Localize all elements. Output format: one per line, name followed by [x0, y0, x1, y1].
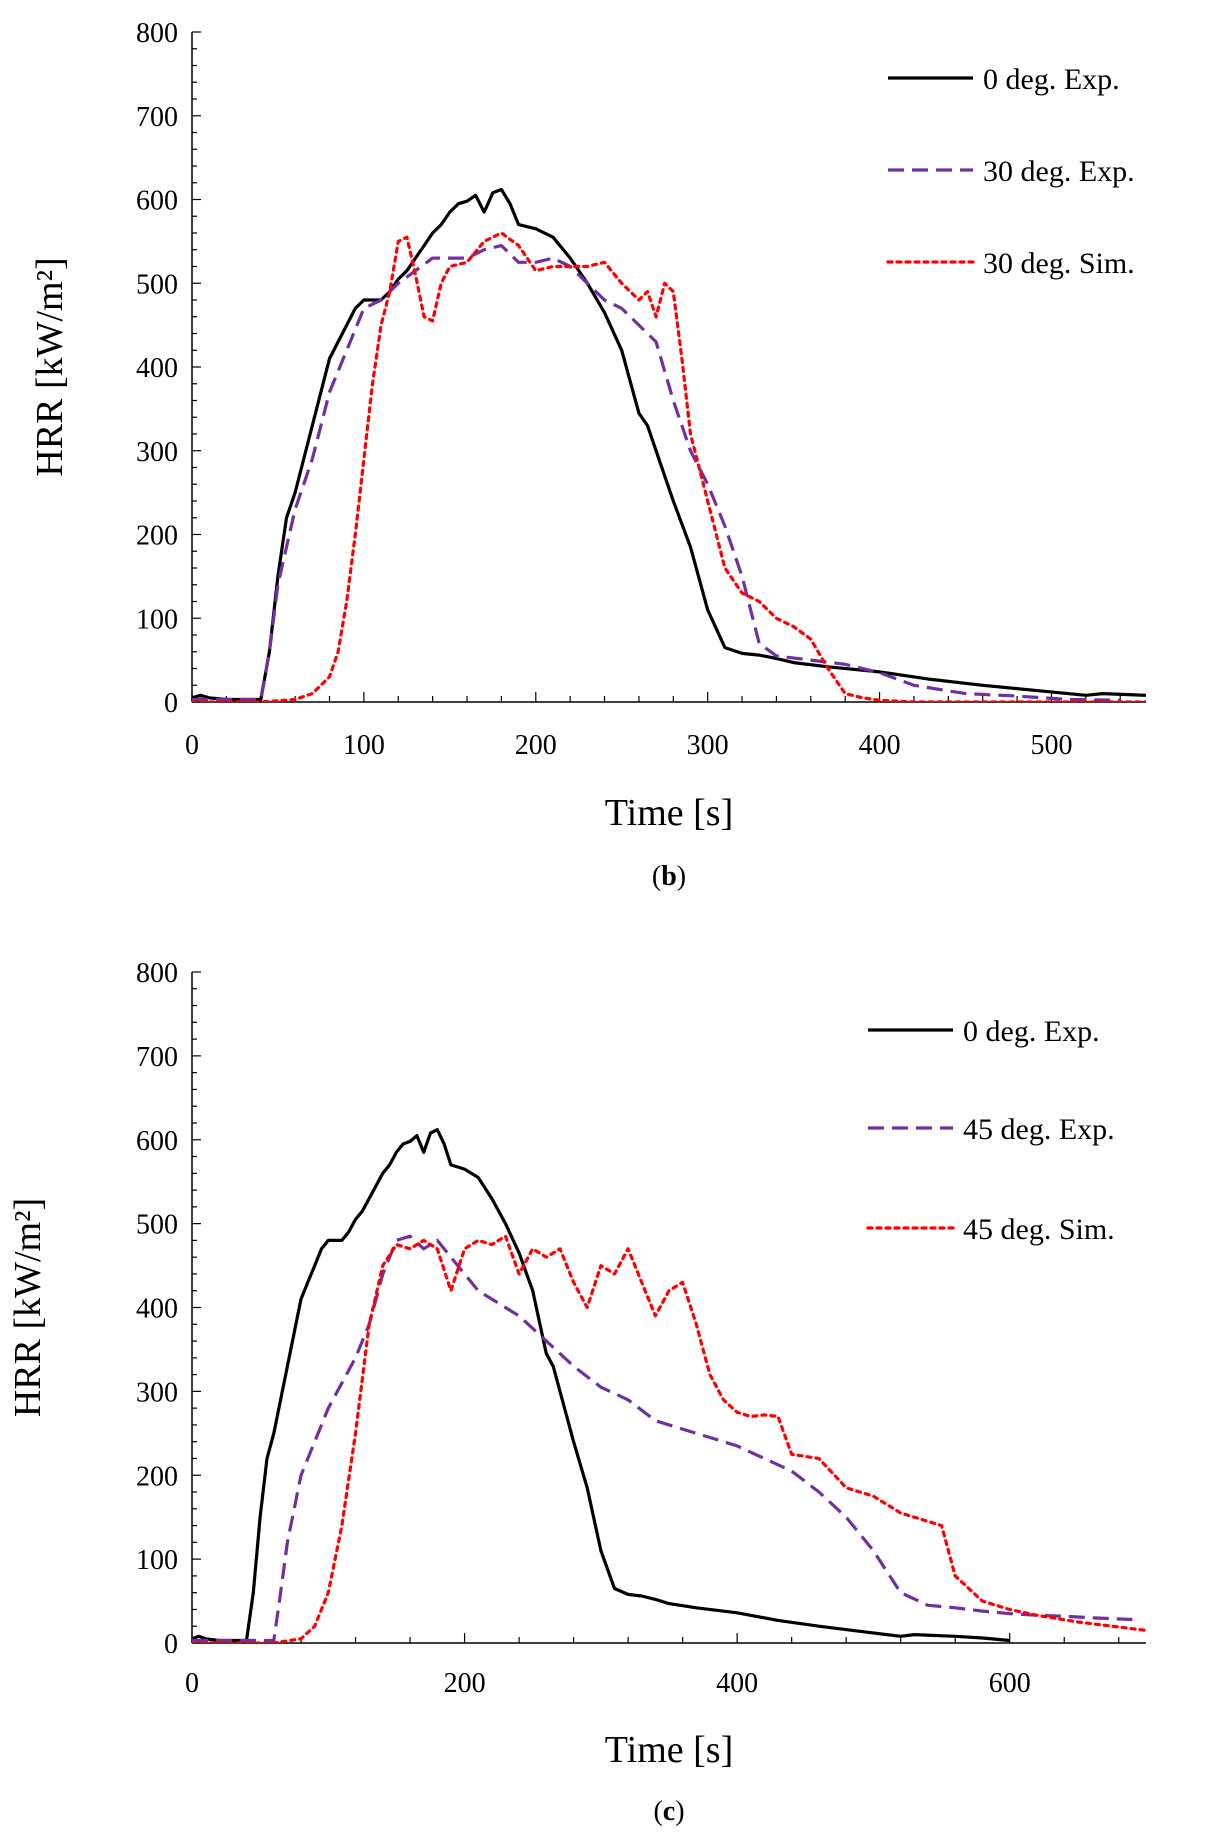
x-tick-label: 400: [859, 730, 901, 761]
legend-label: 0 deg. Exp.: [963, 1015, 1100, 1048]
y-tick-label: 300: [136, 437, 178, 468]
chart-panel-b: 0 100 200 300 400 500 600 700 800 0 100 200 300 400 50…: [29, 18, 1146, 892]
y-tick-label: 800: [136, 958, 178, 989]
series-line-30-deg-exp-: [192, 244, 1121, 702]
chart-panel-c: 0 100 200 300 400 500 600 700 800 0 200 400 600 Time …: [7, 958, 1146, 1827]
y-tick-label: 100: [136, 1545, 178, 1576]
series-line-0-deg-exp-: [192, 1128, 1010, 1643]
x-tick-label: 200: [444, 1668, 486, 1699]
legend-label: 45 deg. Sim.: [963, 1213, 1115, 1246]
y-tick-label: 0: [164, 688, 178, 719]
x-tick-label: 400: [716, 1668, 758, 1699]
series-line-30-deg-sim-: [192, 231, 1146, 702]
x-tick-label: 500: [1030, 730, 1072, 761]
y-tick-label: 100: [136, 604, 178, 635]
y-tick-label: 700: [136, 102, 178, 133]
series-line-45-deg-exp-: [192, 1234, 1133, 1643]
legend-label: 0 deg. Exp.: [983, 63, 1120, 96]
y-tick-label: 600: [136, 1126, 178, 1157]
x-tick-label: 0: [185, 1668, 199, 1699]
legend-label: 45 deg. Exp.: [963, 1113, 1115, 1146]
y-tick-label: 700: [136, 1042, 178, 1073]
series-line-45-deg-sim-: [192, 1234, 1146, 1643]
y-tick-label: 500: [136, 269, 178, 300]
y-axis-title: HRR [kW/m²]: [29, 257, 71, 476]
y-tick-label: 600: [136, 186, 178, 217]
y-tick-label: 200: [136, 1461, 178, 1492]
panel-label: (b): [652, 861, 686, 892]
y-tick-label: 500: [136, 1210, 178, 1241]
y-tick-label: 200: [136, 521, 178, 552]
panel-letter: b: [661, 861, 677, 892]
x-axis-title: Time [s]: [605, 792, 733, 834]
legend-label: 30 deg. Exp.: [983, 155, 1135, 188]
x-axis-title: Time [s]: [605, 1729, 733, 1771]
x-tick-label: 300: [687, 730, 729, 761]
x-tick-label: 100: [343, 730, 385, 761]
y-tick-label: 400: [136, 353, 178, 384]
x-tick-label: 600: [989, 1668, 1031, 1699]
panel-letter: c: [663, 1796, 675, 1827]
y-tick-label: 400: [136, 1294, 178, 1325]
legend-label: 30 deg. Sim.: [983, 247, 1135, 280]
y-axis-title: HRR [kW/m²]: [7, 1198, 49, 1417]
panel-label: (c): [653, 1796, 684, 1827]
y-tick-label: 300: [136, 1377, 178, 1408]
x-tick-label: 200: [515, 730, 557, 761]
x-tick-label: 0: [185, 730, 199, 761]
series-line-0-deg-exp-: [192, 187, 1146, 702]
y-tick-label: 0: [164, 1629, 178, 1660]
y-tick-label: 800: [136, 18, 178, 49]
